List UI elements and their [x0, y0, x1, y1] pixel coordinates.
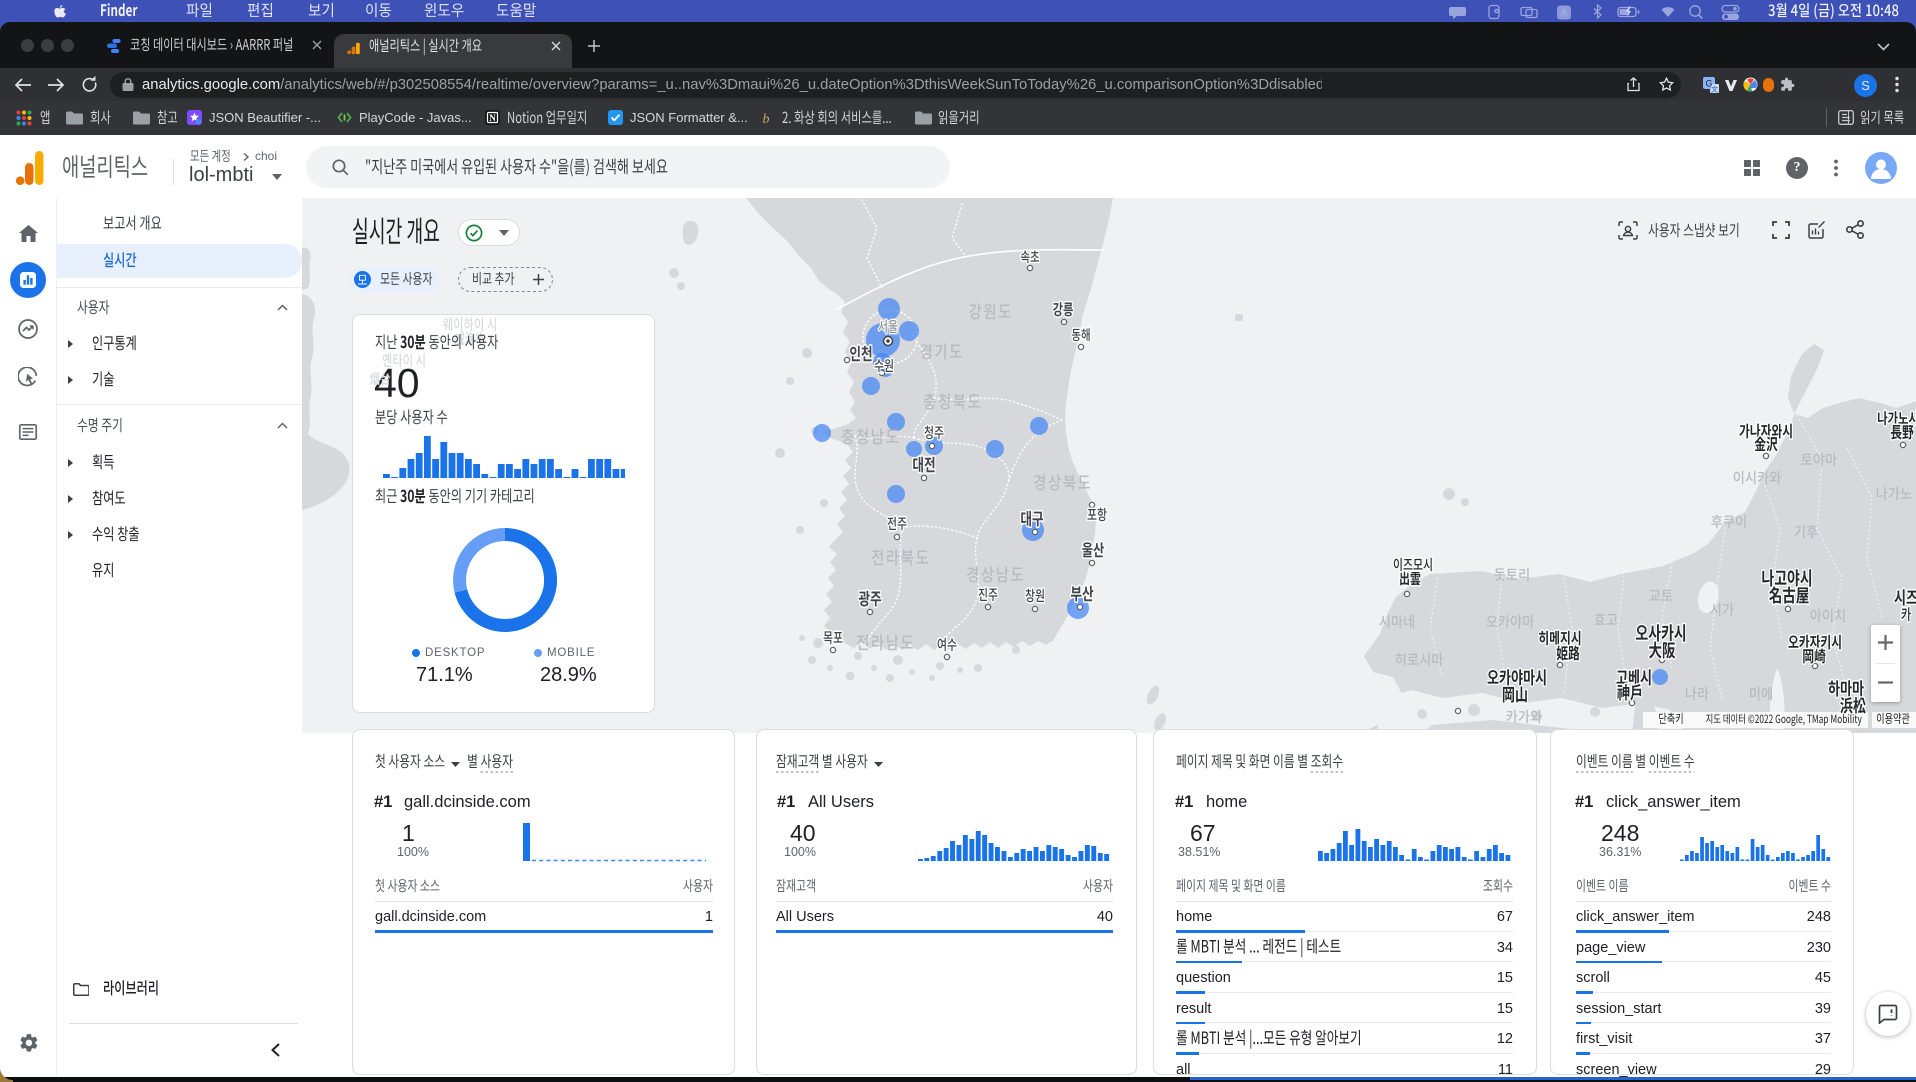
svg-text:b: b — [763, 112, 770, 125]
svg-text:A: A — [1560, 7, 1568, 19]
svg-text:G: G — [1705, 79, 1712, 89]
svg-text:文: 文 — [1711, 85, 1718, 94]
svg-text:N: N — [489, 113, 496, 123]
